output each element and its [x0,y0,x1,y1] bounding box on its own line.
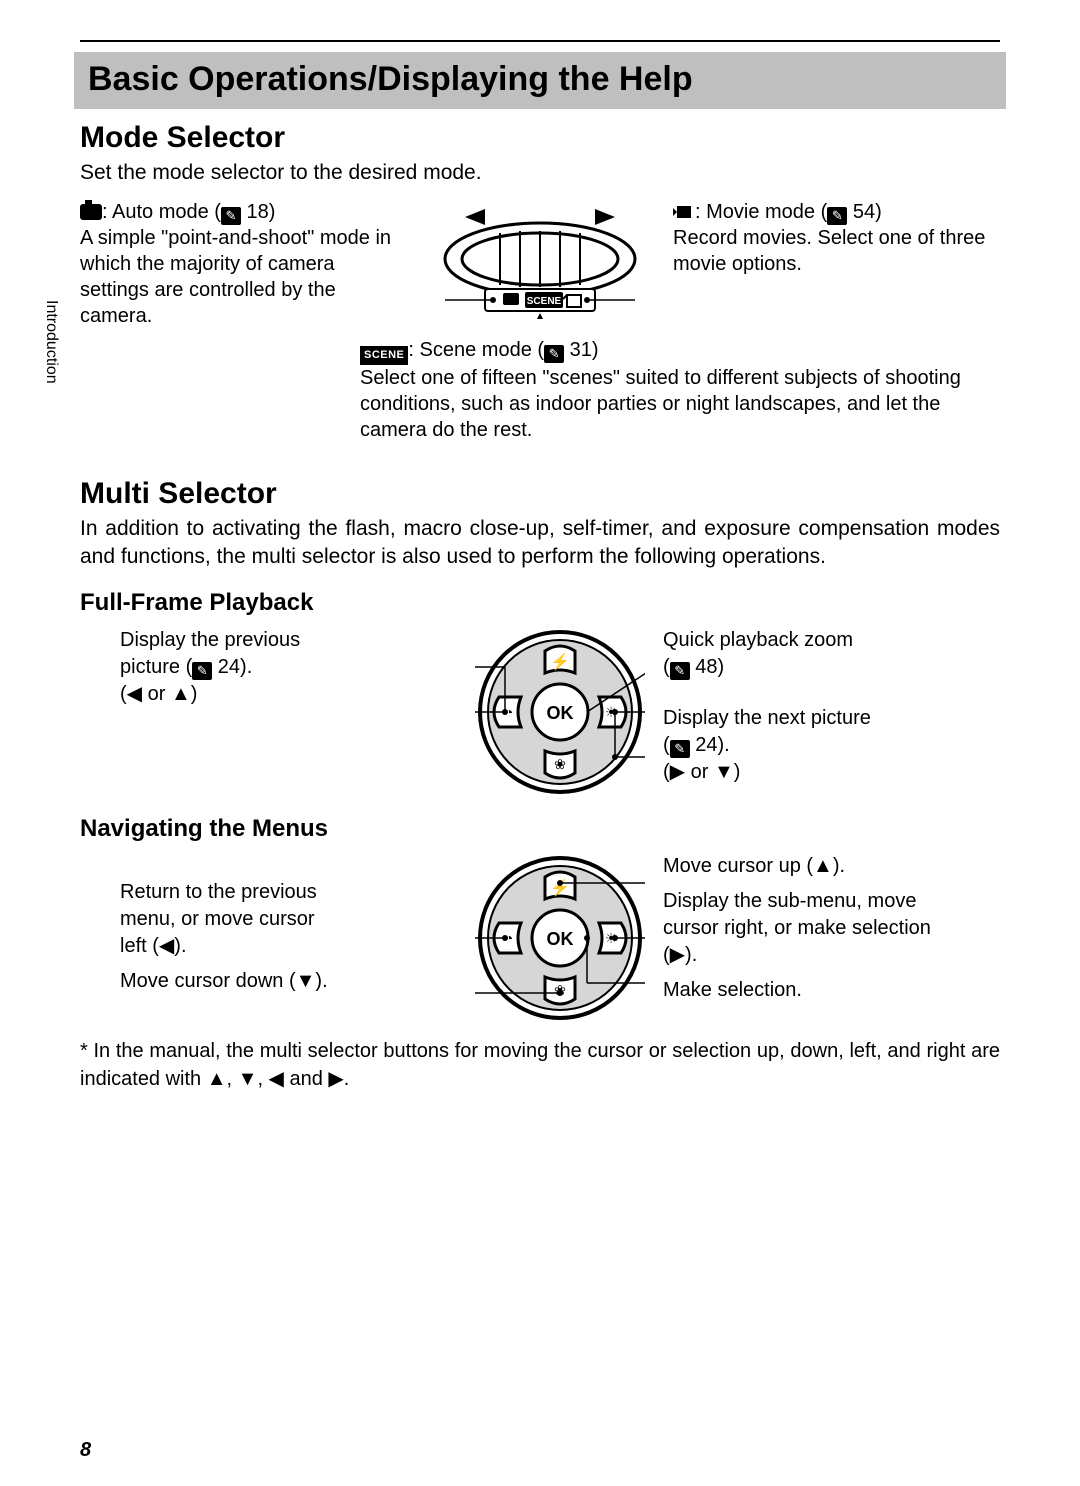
title-band: Basic Operations/Displaying the Help [74,52,1006,109]
auto-label: : Auto mode ( [102,201,221,223]
prev-l1: Display the previous [120,629,300,651]
auto-page: 18) [241,201,275,223]
mode-dial-diagram: SCENE [425,199,655,329]
playback-right: Quick playback zoom (✎ 48) Display the n… [663,627,1000,786]
scene-desc: Select one of fifteen "scenes" suited to… [360,367,961,441]
sub-l3: (▶). [663,944,697,966]
movie-label: : Movie mode ( [695,201,827,223]
make-selection: Make selection. [663,979,802,1001]
scene-label: : Scene mode ( [408,339,544,361]
movie-desc: Record movies. Select one of three movie… [673,227,985,275]
return-l2: menu, or move cursor [120,908,315,930]
page-number: 8 [80,1439,91,1462]
auto-desc: A simple "point-and-shoot" mode in which… [80,227,391,327]
svg-text:❀: ❀ [554,756,566,772]
footnote: * In the manual, the multi selector butt… [80,1037,1000,1093]
scene-mode-block: SCENE: Scene mode (✎ 31) Select one of f… [360,337,1000,442]
menus-heading: Navigating the Menus [80,815,1000,843]
multi-selector-intro: In addition to activating the flash, mac… [80,515,1000,572]
scene-icon: SCENE [360,346,408,364]
sub-l1: Display the sub-menu, move [663,890,916,912]
next-page: 24). [690,734,730,756]
multi-selector-pad-icon: OK ⚡ ❀ ◔ ☀ [475,853,645,1023]
svg-text:⚡: ⚡ [550,652,570,671]
next-l3: (▶ or ▼) [663,761,740,783]
ref-icon: ✎ [670,662,690,680]
zoom-l1: Quick playback zoom [663,629,853,651]
ref-icon: ✎ [827,207,847,225]
prev-l3: (◀ or ▲) [120,683,197,705]
multi-selector-heading: Multi Selector [80,477,1000,511]
menus-right: Move cursor up (▲). Display the sub-menu… [663,853,1000,1004]
mode-selector-layout: : Auto mode (✎ 18) A simple "point-and-s… [80,199,1000,329]
playback-heading: Full-Frame Playback [80,589,1000,617]
zoom-page: 48) [690,656,724,678]
auto-mode-block: : Auto mode (✎ 18) A simple "point-and-s… [80,199,407,329]
movie-mode-block: : Movie mode (✎ 54) Record movies. Selec… [673,199,1000,329]
playback-diagram: Display the previous picture (✎ 24). (◀ … [120,627,1000,797]
return-l3: left (◀). [120,935,187,957]
zoom-l2: ( [663,656,670,678]
up: Move cursor up (▲). [663,855,845,877]
svg-text:OK: OK [547,929,574,949]
svg-text:OK: OK [547,703,574,723]
down: Move cursor down (▼). [120,970,328,992]
ref-icon: ✎ [670,740,690,758]
mode-selector-intro: Set the mode selector to the desired mod… [80,159,1000,187]
ref-icon: ✎ [221,207,241,225]
scene-page: 31) [564,339,598,361]
section-tab: Introduction [42,300,60,384]
prev-page: 24). [212,656,252,678]
movie-page: 54) [847,201,881,223]
return-l1: Return to the previous [120,881,317,903]
movie-icon [673,204,695,220]
next-l2: ( [663,734,670,756]
top-rule [80,40,1000,42]
page-title: Basic Operations/Displaying the Help [88,60,992,99]
page: Basic Operations/Displaying the Help Int… [0,0,1080,1137]
prev-l2: picture ( [120,656,192,678]
mode-dial-svg: SCENE [425,199,655,319]
ref-icon: ✎ [544,345,564,363]
camera-icon [80,204,102,220]
svg-text:SCENE: SCENE [527,296,562,307]
mode-selector-heading: Mode Selector [80,121,1000,155]
multi-selector-pad-icon: OK ⚡ ❀ ◔ ☀ [475,627,645,797]
next-l1: Display the next picture [663,707,871,729]
playback-left: Display the previous picture (✎ 24). (◀ … [120,627,457,708]
sub-l2: cursor right, or make selection [663,917,931,939]
ref-icon: ✎ [192,662,212,680]
menus-left: Return to the previous menu, or move cur… [120,853,457,995]
menus-diagram: Return to the previous menu, or move cur… [120,853,1000,1023]
